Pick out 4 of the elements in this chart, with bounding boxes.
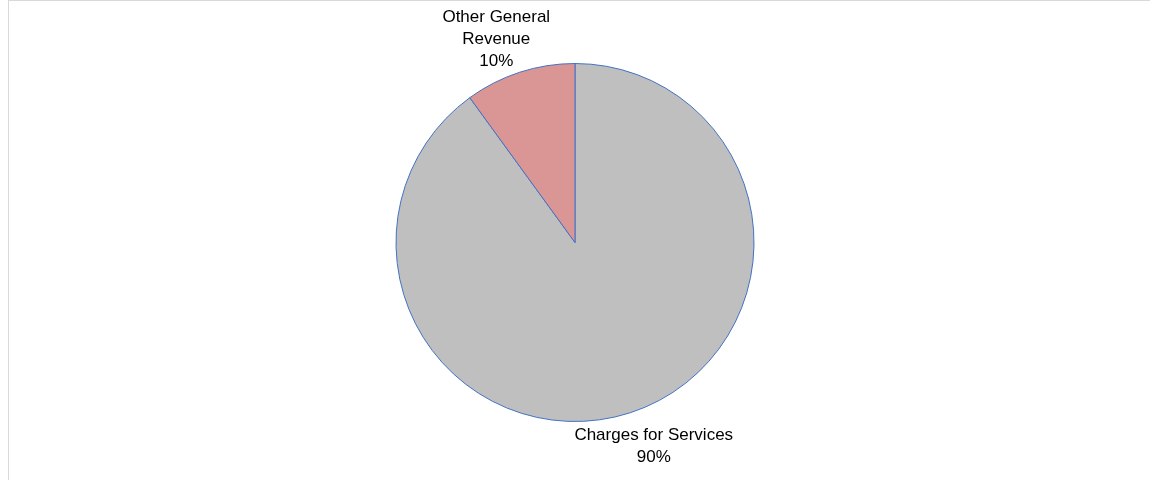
data-label: 90% (636, 447, 671, 467)
data-label: 10% (479, 50, 514, 70)
slice-label: Charges for Services (574, 425, 734, 445)
slice-label: Other General Revenue (442, 6, 551, 48)
